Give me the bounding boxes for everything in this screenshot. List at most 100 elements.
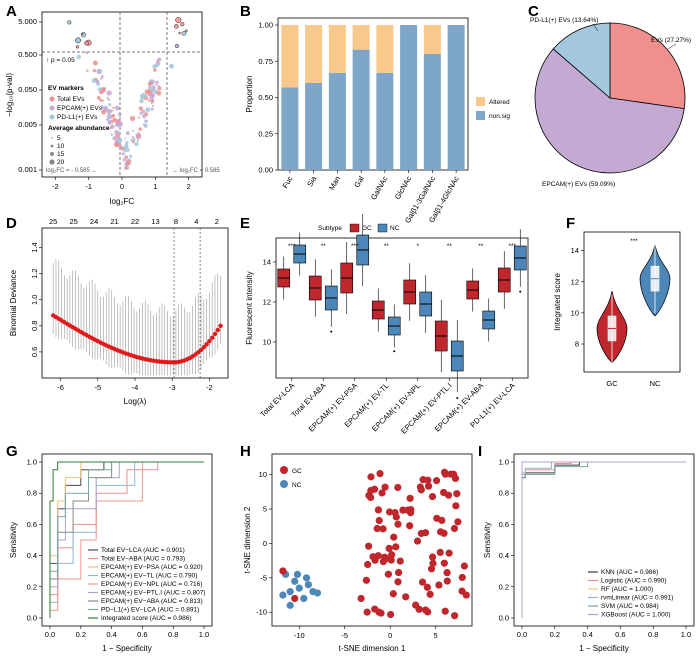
roc-x-tick-label: 1.0 xyxy=(681,630,691,639)
h-point-gc xyxy=(385,544,393,553)
b-bar-altered xyxy=(376,25,394,73)
h-point-gc xyxy=(436,528,445,536)
panel-g: G 0.0 0.2 0.4 0.6 0.8 1.0 0.00.20.40.60.81.0 … xyxy=(6,443,213,653)
h-point-gc xyxy=(426,590,434,598)
g-x-ticks: 0.0 0.2 0.4 0.6 0.8 1.0 xyxy=(45,626,209,639)
d-x-tick-label: -6 xyxy=(57,383,64,392)
d-y-label: Binomial Deviance xyxy=(9,269,18,336)
h-point-gc xyxy=(385,508,394,516)
b-legend-nonsig: non.sig xyxy=(489,113,510,120)
legend-label: PD−L1(+) EV−LCA (AUC = 0.891) xyxy=(101,607,199,614)
f-x-tick-nc: NC xyxy=(650,379,661,388)
a-point xyxy=(95,79,99,82)
b-bar-nonsig xyxy=(423,54,441,170)
roc-y-tick-label: 0.8 xyxy=(499,489,509,498)
d-point xyxy=(204,342,209,347)
a-point xyxy=(168,63,174,69)
a-point xyxy=(112,136,117,141)
h-point-gc xyxy=(458,573,466,582)
b-x-tick-label: GalNAc xyxy=(369,174,390,201)
h-point-gc xyxy=(392,513,400,521)
h-point-gc xyxy=(440,468,449,476)
roc-curve xyxy=(521,461,686,618)
h-point-gc xyxy=(374,506,383,514)
e-boxes: *** ** *** ** * ** ** *** xyxy=(277,214,527,399)
h-point-gc xyxy=(462,591,470,599)
b-x-ticks: Fuc Sia Man Gal GalNAc GlcNAcGalβ1-3GalNAcGal… xyxy=(281,170,461,225)
h-point-gc xyxy=(374,552,382,560)
f-y-tick-label: 12 xyxy=(571,277,579,286)
c-pie-slice xyxy=(552,22,611,99)
h-point-gc xyxy=(460,562,468,570)
roc-curve xyxy=(49,461,204,618)
a-point xyxy=(175,17,182,23)
h-point-nc xyxy=(304,581,312,589)
a-point xyxy=(130,139,133,142)
roc-x-tick-label: 0.0 xyxy=(517,630,527,639)
legend-label: EPCAM(+) EV−ABA (AUC = 0.813) xyxy=(101,598,203,605)
plot-area-i xyxy=(513,453,695,627)
panel-d: D -6 -5 -4 -3 -2 0.60.81.01.21.4 25 25 24 21 22 1… xyxy=(6,215,229,406)
a-y-ticks: 5.000 0.500 0.050 0.005 0.001 xyxy=(18,17,42,174)
a-point xyxy=(108,103,112,107)
roc-x-tick-label: 0.4 xyxy=(582,630,592,639)
panel-label-d: D xyxy=(6,215,17,232)
roc-y-tick-label: 0.4 xyxy=(499,551,509,560)
panel-label-g: G xyxy=(6,443,18,460)
h-point-gc xyxy=(417,529,425,538)
i-x-label: 1 − Specificity xyxy=(579,644,629,653)
a-y-tick-label: 0.500 xyxy=(18,50,37,59)
a-point xyxy=(99,77,102,80)
c-label-pdl1: PD-L1(+) EVs (13.64%) xyxy=(530,17,598,24)
b-bar-altered xyxy=(281,25,299,88)
b-y-ticks: 0.00 0.25 0.50 0.75 1.00 xyxy=(258,21,278,175)
a-y-label: −log₁₀(p-val) xyxy=(5,73,14,117)
a-point xyxy=(137,132,140,135)
panel-e: E Subtype GC NC *** ** *** ** * ** ** *** 10121… xyxy=(240,214,529,436)
roc-curve xyxy=(49,461,204,618)
h-point-gc xyxy=(440,488,448,497)
roc-y-tick-label: 0.0 xyxy=(27,614,37,623)
h-point-gc xyxy=(387,610,395,619)
a-y-tick-label: 0.050 xyxy=(18,85,37,94)
b-y-tick-label: 1.00 xyxy=(258,21,273,30)
h-point-gc xyxy=(435,581,443,589)
a-point xyxy=(98,69,103,73)
h-point-gc xyxy=(279,567,287,575)
legend-label: EPCAM(+) EV−TL (AUC = 0.790) xyxy=(101,573,197,580)
a-point xyxy=(157,85,160,88)
d-point xyxy=(212,331,218,337)
h-point-gc xyxy=(424,476,432,484)
panel-label-f: F xyxy=(566,215,575,232)
a-point xyxy=(101,77,104,80)
f-x-tick-gc: GC xyxy=(606,379,618,388)
g-legend: Total EV−LCA (AUC = 0.901) Total EV−ABA (… xyxy=(88,547,206,622)
a-point xyxy=(101,87,106,92)
h-point-nc xyxy=(286,601,294,609)
d-x-tick-label: -4 xyxy=(132,383,139,392)
roc-y-tick-label: 0.6 xyxy=(27,520,37,529)
h-point-nc xyxy=(313,589,322,597)
a-point xyxy=(100,105,104,109)
a-point xyxy=(137,116,141,119)
a-point xyxy=(96,96,101,100)
a-point xyxy=(174,24,179,29)
a-point xyxy=(136,133,141,138)
a-points xyxy=(67,17,188,170)
a-x-tick-label: 1 xyxy=(153,182,157,191)
h-point-gc xyxy=(452,502,460,510)
a-point xyxy=(147,85,152,90)
h-point-gc xyxy=(443,577,451,585)
b-legend-swatch-nonsig xyxy=(476,111,485,120)
a-point xyxy=(147,81,153,87)
a-legend-total: Total EVs xyxy=(57,96,85,103)
h-point-gc xyxy=(371,605,379,613)
a-y-tick-label: 0.005 xyxy=(18,120,37,129)
a-y-tick-label: 5.000 xyxy=(18,17,37,26)
d-curve xyxy=(50,228,223,378)
h-point-nc xyxy=(300,594,308,603)
h-point-gc xyxy=(402,593,410,601)
h-point-gc xyxy=(395,568,403,577)
a-point xyxy=(75,45,80,49)
